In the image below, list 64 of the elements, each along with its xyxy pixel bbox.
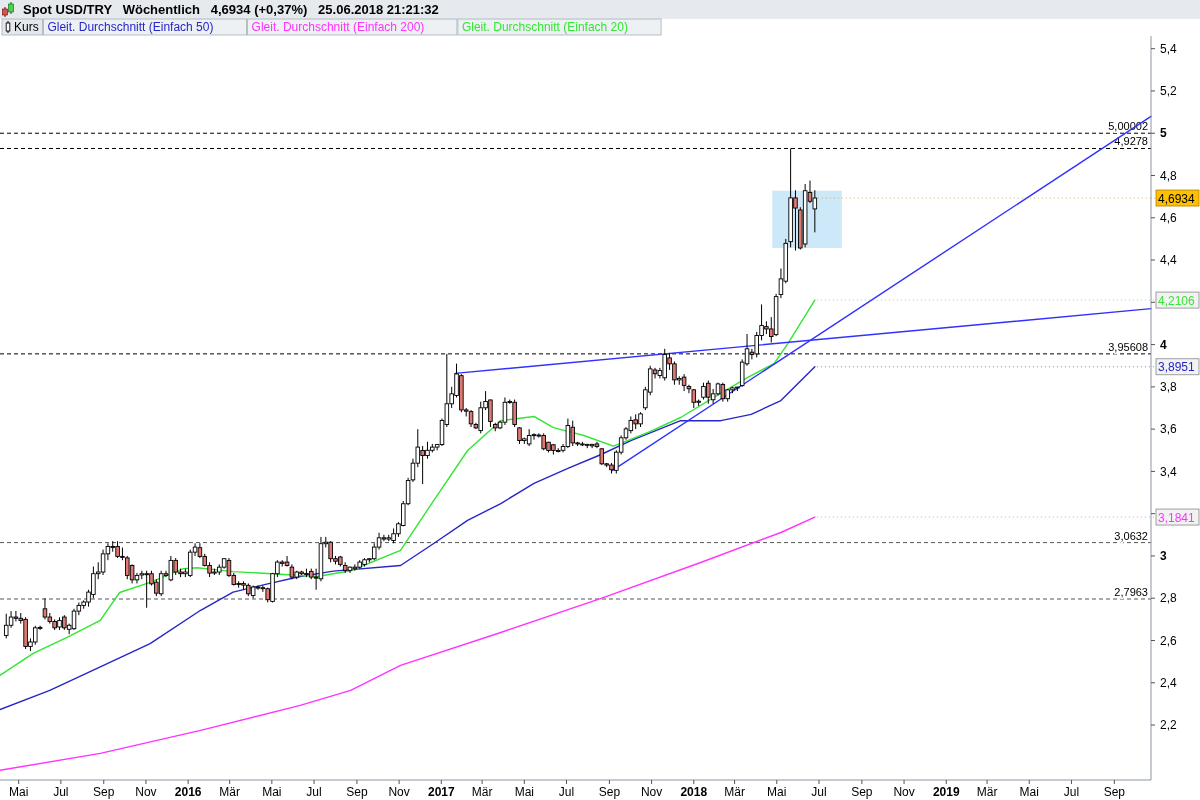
x-tick-label: Sep (851, 785, 873, 799)
x-tick-label: Sep (346, 785, 368, 799)
candlestick (13, 610, 19, 622)
x-tick-label: Jul (811, 785, 827, 799)
candlestick (42, 597, 48, 620)
y-tick-label: 5,2 (1160, 84, 1178, 99)
x-tick-label: Sep (93, 785, 115, 799)
x-tick-label: Nov (388, 785, 410, 799)
x-tick-label: Nov (893, 785, 915, 799)
ref-line-label: 3,95608 (1108, 340, 1148, 353)
y-tick-label: 2,4 (1160, 675, 1178, 690)
data-label: 3,1841 (1158, 510, 1196, 525)
x-tick-label: Mai (1019, 785, 1039, 799)
candlestick (158, 570, 164, 597)
annotation: 4,6934 (1158, 191, 1196, 206)
ref-line-label: 4,9278 (1114, 135, 1148, 148)
y-tick-label: 2,6 (1160, 633, 1178, 648)
y-tick-label: 3 (1160, 549, 1167, 564)
ref-line-label: 3,0632 (1114, 529, 1148, 542)
x-tick-label: Mai (767, 785, 787, 799)
candlestick (71, 608, 77, 631)
y-tick-label: 4,6 (1160, 210, 1178, 225)
y-tick-label: 2,8 (1160, 591, 1178, 606)
candlestick (565, 418, 571, 449)
x-tick-label: 2018 (680, 785, 708, 799)
y-tick-label: 5 (1160, 126, 1167, 141)
y-tick-label: 3,4 (1160, 464, 1178, 479)
text: Gleit. Durchschnitt (Einfach 20) (461, 20, 628, 34)
y-tick-label: 2,2 (1160, 718, 1178, 733)
data-label: 4,2106 (1158, 293, 1196, 308)
x-tick-label: Mai (514, 785, 534, 799)
x-tick-label: Jul (558, 785, 575, 799)
data-label: 3,8951 (1158, 360, 1196, 375)
x-tick-label: Sep (1103, 785, 1126, 799)
x-tick-label: 2016 (174, 785, 202, 799)
legend-label: Kurs (14, 20, 39, 34)
y-tick-label: 3,6 (1160, 422, 1178, 437)
text: Gleit. Durchschnitt (Einfach 50) (47, 20, 214, 34)
ref-line-label: 2,7963 (1114, 586, 1148, 599)
candlestick (502, 396, 508, 426)
x-tick-label: Nov (640, 785, 663, 799)
x-tick-label: Mai (262, 785, 282, 799)
x-tick-label: Mär (471, 785, 493, 799)
y-tick-label: 3,8 (1160, 380, 1178, 395)
x-tick-label: Mai (9, 785, 29, 799)
y-tick-label: 4,8 (1160, 168, 1178, 183)
x-tick-label: 2019 (932, 785, 960, 799)
text: Gleit. Durchschnitt (Einfach 200) (251, 20, 425, 34)
x-tick-label: Jul (306, 785, 322, 799)
candlestick (168, 555, 174, 582)
y-tick-label: 4,4 (1160, 253, 1178, 268)
chart-title: Spot USD/TRY Wöchentlich 4,6934 (+0,37%) 25.06.2018 21:21:32 (23, 2, 439, 17)
x-tick-label: Mär (724, 785, 745, 799)
x-tick-label: 2017 (427, 785, 455, 799)
x-tick-label: Mär (976, 785, 998, 799)
candlestick (720, 382, 726, 403)
y-tick-label: 5,4 (1160, 41, 1178, 56)
x-tick-label: Jul (53, 785, 69, 799)
x-tick-label: Mär (219, 785, 240, 799)
x-tick-label: Jul (1063, 785, 1080, 799)
x-tick-label: Sep (598, 785, 621, 799)
x-tick-label: Nov (135, 785, 157, 799)
candlestick (531, 432, 537, 441)
y-tick-label: 4 (1160, 337, 1167, 352)
